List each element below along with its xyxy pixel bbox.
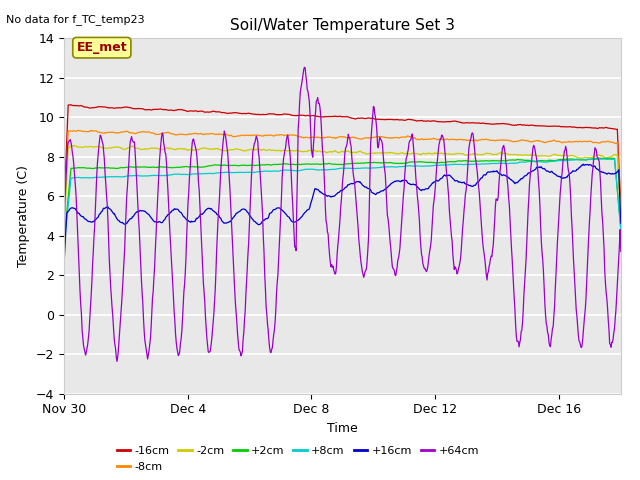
+2cm <box>483 158 490 164</box>
Line: +8cm: +8cm <box>64 159 621 247</box>
-16cm <box>540 123 548 129</box>
Line: -8cm: -8cm <box>64 130 621 223</box>
+8cm <box>617 226 625 232</box>
+16cm <box>398 178 406 184</box>
+2cm <box>415 159 422 165</box>
-8cm <box>74 127 82 133</box>
+2cm <box>540 158 547 164</box>
+64cm <box>399 192 407 198</box>
+8cm <box>598 156 606 162</box>
+8cm <box>398 164 406 169</box>
-2cm <box>617 218 625 224</box>
-16cm <box>483 121 491 127</box>
+64cm <box>113 359 121 364</box>
Line: +64cm: +64cm <box>64 67 621 361</box>
+16cm <box>540 166 547 172</box>
-8cm <box>384 135 392 141</box>
+64cm <box>617 249 625 254</box>
-2cm <box>540 153 548 159</box>
+8cm <box>60 244 68 250</box>
+16cm <box>383 185 391 191</box>
-8cm <box>399 134 406 140</box>
+2cm <box>94 165 102 171</box>
+16cm <box>60 262 68 268</box>
+8cm <box>415 163 422 169</box>
Title: Soil/Water Temperature Set 3: Soil/Water Temperature Set 3 <box>230 18 455 33</box>
+8cm <box>94 175 102 180</box>
-2cm <box>415 152 423 157</box>
+64cm <box>541 300 548 306</box>
+64cm <box>94 152 102 157</box>
Line: -16cm: -16cm <box>64 105 621 210</box>
-16cm <box>415 118 423 124</box>
-16cm <box>399 117 406 123</box>
-16cm <box>60 207 68 213</box>
+16cm <box>483 171 490 177</box>
+16cm <box>617 220 625 226</box>
-8cm <box>617 211 625 217</box>
X-axis label: Time: Time <box>327 422 358 435</box>
-2cm <box>399 150 406 156</box>
-2cm <box>95 144 102 150</box>
Line: +16cm: +16cm <box>64 164 621 265</box>
Line: -2cm: -2cm <box>64 145 621 232</box>
-2cm <box>384 150 392 156</box>
+64cm <box>416 233 424 239</box>
-8cm <box>483 137 491 143</box>
+8cm <box>383 164 391 169</box>
+8cm <box>540 159 547 165</box>
-16cm <box>95 104 102 109</box>
-2cm <box>60 229 68 235</box>
+16cm <box>94 214 102 220</box>
Text: No data for f_TC_temp23: No data for f_TC_temp23 <box>6 14 145 25</box>
+64cm <box>60 242 68 248</box>
-8cm <box>415 137 423 143</box>
+2cm <box>398 160 406 166</box>
+64cm <box>385 222 392 228</box>
+2cm <box>617 226 625 232</box>
+2cm <box>596 155 604 161</box>
+16cm <box>415 185 422 191</box>
+2cm <box>383 160 391 166</box>
Line: +2cm: +2cm <box>64 158 621 241</box>
+64cm <box>484 271 492 276</box>
+2cm <box>60 239 68 244</box>
Text: EE_met: EE_met <box>77 41 127 54</box>
Legend: -16cm, -8cm, -2cm, +2cm, +8cm, +16cm, +64cm: -16cm, -8cm, -2cm, +2cm, +8cm, +16cm, +6… <box>113 442 483 476</box>
-8cm <box>95 129 102 135</box>
+64cm <box>301 64 308 70</box>
-16cm <box>384 117 392 122</box>
-2cm <box>483 150 491 156</box>
Y-axis label: Temperature (C): Temperature (C) <box>17 165 30 267</box>
+8cm <box>483 161 490 167</box>
-16cm <box>617 204 625 209</box>
-8cm <box>60 220 68 226</box>
+16cm <box>579 161 587 167</box>
-2cm <box>69 143 77 148</box>
-16cm <box>67 102 75 108</box>
-8cm <box>540 140 548 145</box>
